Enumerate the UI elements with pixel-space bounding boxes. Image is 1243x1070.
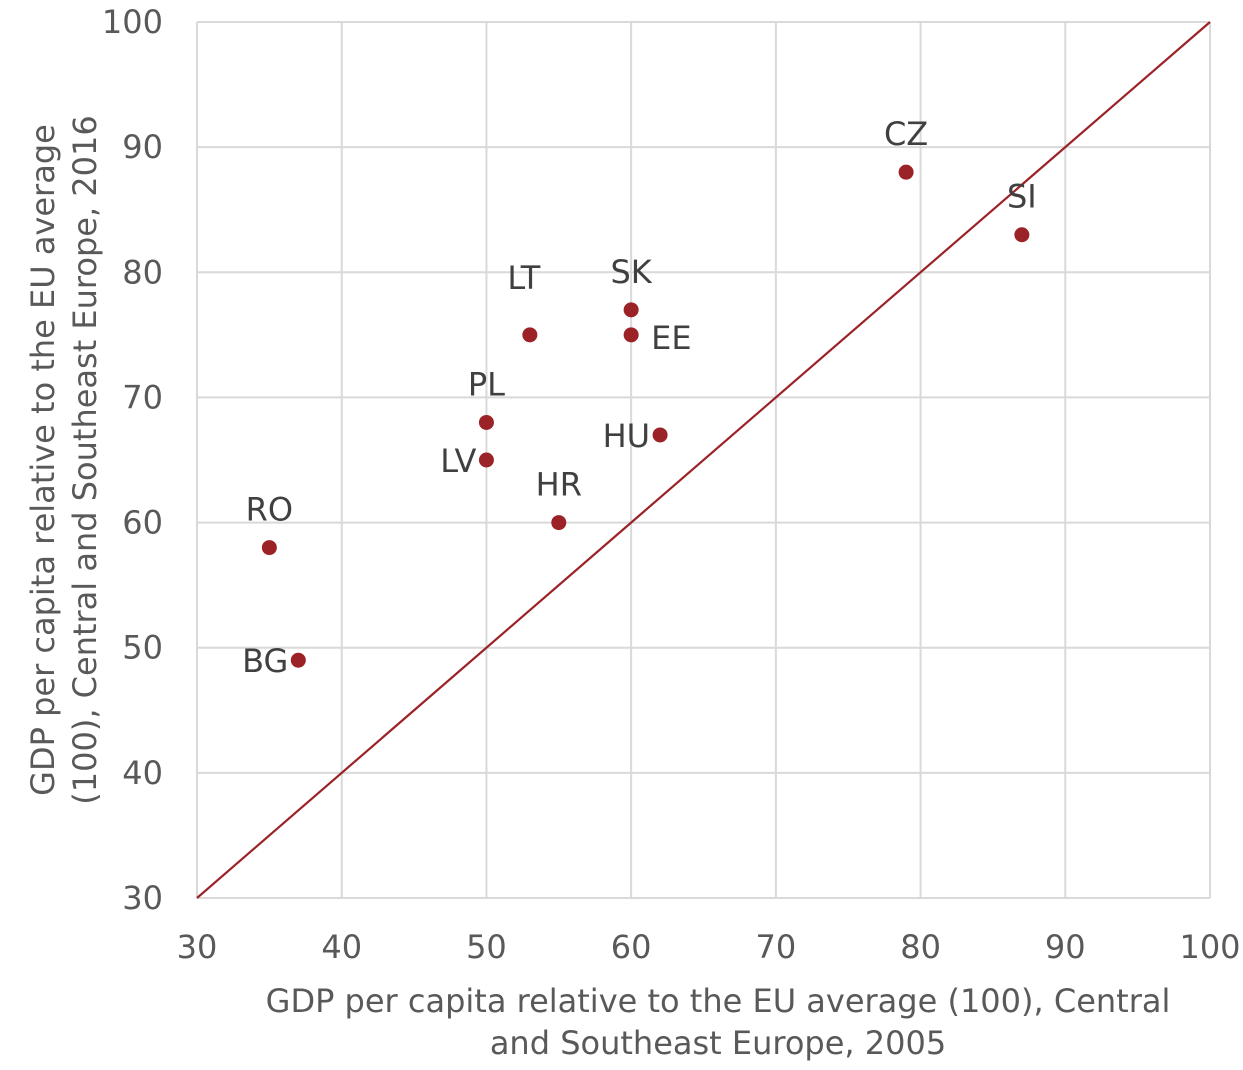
x-tick-label-100: 100 [1179, 928, 1240, 966]
tick-labels: 30 40 50 60 70 80 90 100 30 40 50 60 70 80 90 100 [102, 3, 1241, 966]
y-tick-label-50: 50 [122, 629, 163, 667]
point-labels: CZ SI SK EE LT PL HU LV HR RO BG [242, 115, 1037, 680]
data-point-hr [551, 515, 567, 531]
y-axis-title: GDP per capita relative to the EU averag… [24, 115, 104, 804]
data-point-hu [652, 427, 668, 443]
point-label-si: SI [1007, 178, 1037, 216]
y-tick-label-70: 70 [122, 378, 163, 416]
point-label-pl: PL [468, 365, 505, 403]
y-tick-label-80: 80 [122, 253, 163, 291]
reference-line-group [196, 21, 1211, 899]
data-point-pl [478, 414, 494, 430]
data-point-ee [623, 327, 639, 343]
point-label-lv: LV [440, 442, 476, 480]
x-tick-label-50: 50 [466, 928, 507, 966]
point-label-ee: EE [651, 319, 691, 357]
point-label-lt: LT [507, 259, 540, 297]
point-label-sk: SK [610, 253, 652, 291]
data-point-lt [522, 327, 538, 343]
x-tick-label-90: 90 [1045, 928, 1086, 966]
x-tick-label-80: 80 [900, 928, 941, 966]
point-label-hu: HU [603, 417, 650, 455]
y-tick-label-100: 100 [102, 3, 163, 41]
x-tick-label-60: 60 [611, 928, 652, 966]
data-points [261, 164, 1030, 668]
x-tick-label-40: 40 [321, 928, 362, 966]
data-point-cz [898, 164, 914, 180]
data-point-ro [261, 540, 277, 556]
point-label-ro: RO [246, 491, 293, 529]
data-point-bg [290, 652, 306, 668]
x-tick-label-70: 70 [755, 928, 796, 966]
data-point-sk [623, 302, 639, 318]
point-label-bg: BG [242, 642, 288, 680]
x-tick-label-30: 30 [177, 928, 218, 966]
data-point-si [1014, 227, 1030, 243]
axis-titles: GDP per capita relative to the EU averag… [24, 115, 1170, 1062]
x-axis-title: GDP per capita relative to the EU averag… [266, 982, 1171, 1062]
point-label-hr: HR [536, 466, 582, 504]
y-tick-label-30: 30 [122, 879, 163, 917]
point-label-cz: CZ [884, 115, 928, 153]
y-tick-label-90: 90 [122, 128, 163, 166]
reference-line [196, 21, 1211, 899]
grid [196, 21, 1211, 899]
y-tick-label-60: 60 [122, 504, 163, 542]
data-point-lv [478, 452, 494, 468]
y-tick-label-40: 40 [122, 754, 163, 792]
